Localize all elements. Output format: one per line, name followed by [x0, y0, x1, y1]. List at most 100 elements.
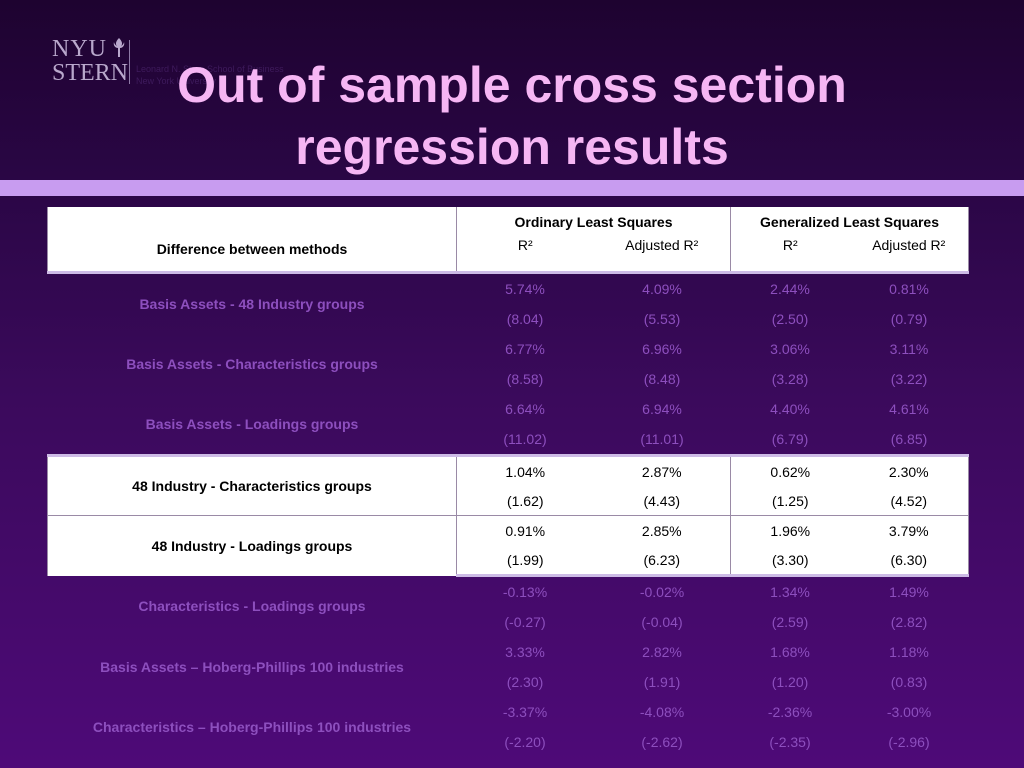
- t-stat-cell: (6.23): [593, 545, 731, 577]
- t-stat-cell: (2.50): [771, 311, 809, 327]
- header-ols-r2: R²: [456, 236, 594, 274]
- r2-value-cell: 1.96%: [730, 515, 850, 545]
- r2-value-cell: -4.08%: [639, 704, 685, 720]
- r2-value-cell: 3.06%: [770, 341, 810, 357]
- r2-value-cell: -3.00%: [886, 704, 932, 720]
- r2-value-cell: 6.64%: [505, 401, 545, 417]
- r2-value-cell: -3.37%: [502, 704, 548, 720]
- t-stat-cell: (8.58): [506, 371, 544, 387]
- row-label: Basis Assets - 48 Industry groups: [139, 296, 365, 312]
- t-stat-cell: (6.79): [771, 431, 809, 447]
- r2-value-cell: 3.11%: [889, 341, 929, 357]
- row-label: Basis Assets - Characteristics groups: [126, 356, 378, 372]
- t-stat-cell: (3.22): [890, 371, 928, 387]
- t-stat-cell: (1.20): [771, 674, 809, 690]
- t-stat-cell: (6.85): [890, 431, 928, 447]
- table-header-row-columns: Difference between methods R² Adjusted R…: [47, 236, 970, 274]
- t-stat-cell: (0.83): [890, 674, 928, 690]
- t-stat-cell: (2.82): [890, 614, 928, 630]
- logo-university-name: New York University: [136, 76, 217, 86]
- table-row: (8.58) (8.48) (3.28) (3.22): [48, 364, 969, 394]
- logo-school-name: Leonard N. Stern School of Business: [136, 64, 284, 74]
- t-stat-cell: (1.62): [456, 486, 594, 516]
- t-stat-cell: (6.30): [849, 545, 970, 577]
- slide-title-line-1: Out of sample cross section: [177, 57, 847, 113]
- header-gls-r2: R²: [730, 236, 850, 274]
- table-row: (1.62) (4.43) (1.25) (4.52): [48, 486, 970, 516]
- header-row-label: Difference between methods: [47, 236, 457, 274]
- t-stat-cell: (1.99): [456, 545, 594, 577]
- t-stat-cell: (2.59): [771, 614, 809, 630]
- nyu-stern-logo: NYU STERN Leonard N. Stern School of Bus…: [52, 36, 284, 88]
- logo-nyu-text: NYU: [52, 36, 107, 62]
- header-gls-adj-r2: Adjusted R²: [849, 236, 970, 274]
- r2-value-cell: -0.13%: [502, 584, 548, 600]
- table-row: Characteristics - Loadings groups -0.13% -…: [48, 576, 969, 614]
- t-stat-cell: (11.02): [503, 431, 547, 447]
- torch-icon: [113, 38, 125, 57]
- logo-divider: [129, 40, 130, 84]
- slide-title-line-2: regression results: [295, 119, 729, 175]
- title-divider-band: [0, 180, 1024, 196]
- t-stat-cell: (3.30): [730, 545, 850, 577]
- t-stat-cell: (4.43): [593, 486, 731, 516]
- table-row: (-2.20) (-2.62) (-2.35) (-2.96): [48, 727, 969, 757]
- header-gls-group: Generalized Least Squares: [730, 207, 970, 236]
- t-stat-cell: (-0.27): [504, 614, 546, 630]
- r2-value-cell: 1.68%: [770, 644, 810, 660]
- r2-value-cell: -2.36%: [767, 704, 813, 720]
- t-stat-cell: (3.28): [771, 371, 809, 387]
- table-row: Basis Assets - Loadings groups 6.64% 6.94%…: [48, 394, 969, 432]
- table-row: Basis Assets – Hoberg-Phillips 100 indus…: [48, 637, 969, 675]
- r2-value-cell: 2.87%: [593, 454, 731, 486]
- t-stat-cell: (-2.96): [888, 734, 930, 750]
- r2-value-cell: 6.94%: [642, 401, 682, 417]
- t-stat-cell: (-0.04): [641, 614, 683, 630]
- r2-value-cell: 5.74%: [505, 281, 545, 297]
- t-stat-cell: (1.25): [730, 486, 850, 516]
- t-stat-cell: (4.52): [849, 486, 970, 516]
- row-label: 48 Industry - Loadings groups: [47, 515, 457, 576]
- r2-value-cell: 1.04%: [456, 454, 594, 486]
- r2-value-cell: 6.77%: [505, 341, 545, 357]
- row-label: Basis Assets - Loadings groups: [145, 416, 359, 432]
- t-stat-cell: (8.48): [643, 371, 681, 387]
- r2-value-cell: 3.33%: [505, 644, 545, 660]
- table-row: (-0.27) (-0.04) (2.59) (2.82): [48, 607, 969, 637]
- table-row: (2.30) (1.91) (1.20) (0.83): [48, 667, 969, 697]
- t-stat-cell: (5.53): [643, 311, 681, 327]
- t-stat-cell: (2.30): [506, 674, 544, 690]
- t-stat-cell: (11.01): [640, 431, 684, 447]
- r2-value-cell: 0.62%: [730, 454, 850, 486]
- table-row: Characteristics – Hoberg-Phillips 100 in…: [48, 697, 969, 735]
- row-label: 48 Industry - Characteristics groups: [47, 454, 457, 516]
- logo-stern-text: STERN: [52, 60, 129, 86]
- table-row: (1.99) (6.23) (3.30) (6.30): [48, 545, 970, 577]
- table-row: 48 Industry - Characteristics groups 1.04…: [47, 454, 970, 516]
- row-label: Characteristics - Loadings groups: [138, 598, 366, 615]
- regression-results-table: Ordinary Least Squares Generalized Least…: [47, 207, 970, 757]
- r2-value-cell: 1.49%: [889, 584, 929, 600]
- r2-value-cell: 2.30%: [849, 454, 970, 486]
- r2-value-cell: 4.61%: [889, 401, 929, 417]
- table-header-row-groups: Ordinary Least Squares Generalized Least…: [47, 207, 970, 236]
- r2-value-cell: 6.96%: [642, 341, 682, 357]
- r2-value-cell: 1.18%: [889, 644, 929, 660]
- r2-value-cell: 2.82%: [642, 644, 682, 660]
- r2-value-cell: 1.34%: [770, 584, 810, 600]
- r2-value-cell: -0.02%: [639, 584, 685, 600]
- t-stat-cell: (-2.62): [641, 734, 683, 750]
- table-row: (11.02) (11.01) (6.79) (6.85): [48, 424, 969, 456]
- t-stat-cell: (0.79): [890, 311, 928, 327]
- r2-value-cell: 2.85%: [593, 515, 731, 545]
- table-row: Basis Assets - Characteristics groups 6.7…: [48, 334, 969, 372]
- table-row: Basis Assets - 48 Industry groups 5.74% 4.…: [48, 273, 969, 312]
- r2-value-cell: 4.09%: [642, 281, 682, 297]
- r2-value-cell: 4.40%: [770, 401, 810, 417]
- row-label: Characteristics – Hoberg-Phillips 100 in…: [92, 719, 412, 735]
- r2-value-cell: 0.91%: [456, 515, 594, 545]
- table-row: 48 Industry - Loadings groups 0.91% 2.85% 1…: [47, 515, 970, 576]
- r2-value-cell: 3.79%: [849, 515, 970, 545]
- t-stat-cell: (-2.20): [504, 734, 546, 750]
- t-stat-cell: (-2.35): [769, 734, 811, 750]
